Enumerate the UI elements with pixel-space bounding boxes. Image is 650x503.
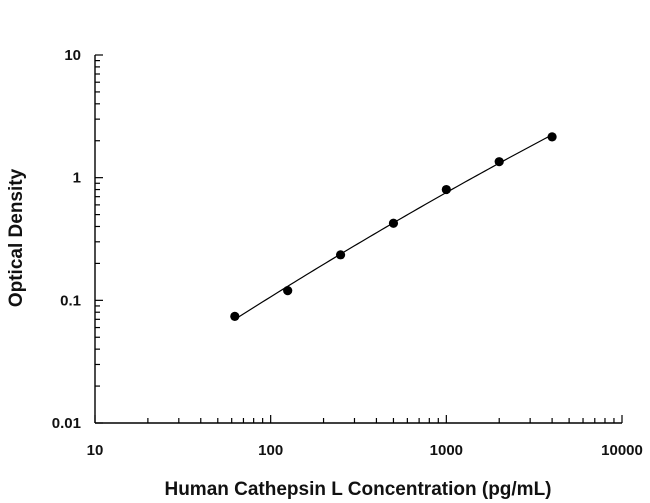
x-tick-label: 100	[258, 442, 283, 459]
y-tick-label: 10	[64, 47, 81, 64]
data-point	[388, 218, 399, 228]
x-axis-title: Human Cathepsin L Concentration (pg/mL)	[164, 479, 551, 500]
y-axis-title: Optical Density	[6, 168, 27, 307]
y-axis: 10 1 0.1 0.01	[52, 47, 103, 432]
data-point	[335, 250, 346, 260]
data-point	[494, 157, 504, 167]
x-axis: 10 100 1000 10000	[87, 415, 643, 459]
x-tick-label: 10	[87, 442, 104, 459]
data-point	[283, 286, 293, 296]
x-tick-label: 1000	[430, 442, 463, 459]
x-tick-label: 10000	[601, 442, 643, 459]
y-tick-label: 0.01	[52, 415, 81, 432]
y-tick-label: 1	[73, 170, 81, 187]
data-point	[441, 184, 451, 195]
data-point	[547, 132, 557, 142]
data-point	[230, 311, 240, 321]
y-tick-label: 0.1	[60, 292, 81, 309]
data-points-layer	[230, 132, 557, 321]
